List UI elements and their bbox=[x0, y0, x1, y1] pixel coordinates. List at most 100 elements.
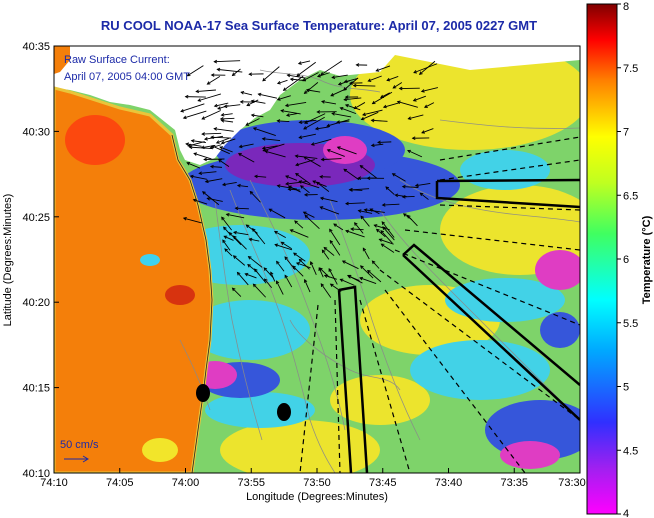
current-vector-head bbox=[407, 116, 412, 120]
current-vector-head bbox=[386, 77, 391, 82]
current-vector-head bbox=[337, 82, 342, 86]
current-vector bbox=[246, 224, 258, 234]
current-vector bbox=[276, 280, 284, 295]
current-vector-head bbox=[294, 220, 298, 224]
current-vector-head bbox=[331, 112, 336, 116]
current-vector-head bbox=[292, 265, 296, 270]
current-vector bbox=[312, 180, 327, 187]
current-vector-head bbox=[343, 168, 348, 173]
current-vector-head bbox=[289, 77, 294, 82]
current-vector-head bbox=[316, 181, 320, 186]
current-vector-head bbox=[187, 143, 192, 148]
x-tick-label: 73:55 bbox=[237, 477, 265, 489]
current-vector-head bbox=[280, 241, 285, 246]
current-vector bbox=[216, 137, 230, 144]
current-scale-label: 50 cm/s bbox=[60, 439, 99, 451]
current-vector bbox=[340, 107, 357, 115]
current-vector bbox=[311, 138, 332, 146]
current-vector bbox=[221, 113, 233, 116]
current-vector-head bbox=[280, 109, 285, 113]
current-vector bbox=[379, 238, 394, 245]
current-vector bbox=[385, 186, 395, 195]
current-vector-head bbox=[248, 237, 253, 242]
current-vector-head bbox=[236, 271, 241, 276]
current-vector bbox=[207, 76, 221, 85]
current-vector bbox=[338, 80, 350, 85]
current-vector bbox=[183, 217, 202, 224]
current-vector-head bbox=[348, 187, 353, 192]
current-vector-head bbox=[392, 85, 397, 89]
current-vector-head bbox=[371, 260, 376, 265]
current-vector bbox=[274, 231, 286, 238]
current-vector-head bbox=[217, 159, 222, 163]
y-tick-label: 40:10 bbox=[22, 468, 50, 480]
current-vector bbox=[333, 223, 344, 231]
current-vector-head bbox=[385, 186, 390, 190]
current-vector-head bbox=[419, 192, 424, 197]
current-vector bbox=[254, 268, 267, 284]
x-tick-label: 74:00 bbox=[172, 477, 200, 489]
current-vector bbox=[321, 101, 337, 105]
y-tick-label: 40:30 bbox=[22, 126, 50, 138]
colorbar-tick-label: 5.5 bbox=[623, 318, 638, 330]
current-vector-head bbox=[344, 103, 349, 108]
current-vector-head bbox=[300, 185, 304, 189]
current-vector bbox=[295, 173, 311, 185]
current-vector bbox=[383, 102, 400, 108]
current-vector-head bbox=[319, 174, 324, 179]
current-vector bbox=[336, 120, 350, 123]
current-vector-head bbox=[296, 73, 301, 77]
current-vector bbox=[277, 79, 288, 84]
current-vector-head bbox=[341, 260, 346, 264]
current-vector-head bbox=[282, 87, 287, 91]
current-vector bbox=[304, 113, 326, 124]
current-vector-head bbox=[201, 116, 206, 120]
current-vector-head bbox=[247, 263, 251, 268]
current-vector bbox=[281, 241, 292, 250]
current-vector-head bbox=[321, 100, 325, 104]
current-vector bbox=[226, 213, 245, 219]
current-vector bbox=[345, 104, 361, 111]
current-vector bbox=[421, 87, 439, 92]
current-vector bbox=[354, 222, 364, 234]
current-vector-head bbox=[254, 268, 258, 273]
current-vector bbox=[362, 109, 383, 116]
current-vector-head bbox=[184, 94, 189, 99]
current-vector bbox=[228, 232, 242, 246]
current-vector bbox=[320, 197, 338, 203]
current-vector-head bbox=[220, 113, 225, 117]
x-tick-label: 74:10 bbox=[40, 477, 68, 489]
current-vector-head bbox=[284, 103, 289, 108]
current-vector-head bbox=[198, 171, 203, 176]
current-vector-head bbox=[363, 208, 368, 212]
current-vector-head bbox=[223, 235, 228, 239]
current-vector bbox=[386, 76, 399, 81]
current-vector bbox=[321, 158, 342, 161]
current-vector-head bbox=[245, 224, 250, 228]
current-vector-head bbox=[418, 71, 423, 75]
station-marker bbox=[277, 403, 291, 421]
current-vector-head bbox=[412, 98, 417, 102]
current-vector bbox=[318, 267, 324, 278]
current-vector bbox=[262, 145, 278, 149]
current-vector bbox=[224, 235, 234, 241]
colorbar-tick-label: 6 bbox=[623, 254, 629, 266]
current-vector-head bbox=[202, 191, 206, 195]
current-vector-head bbox=[303, 90, 308, 95]
current-vector bbox=[344, 97, 362, 101]
current-vector-head bbox=[239, 100, 244, 104]
x-tick-label: 73:35 bbox=[500, 477, 528, 489]
current-vector-head bbox=[216, 67, 221, 72]
current-vector bbox=[340, 278, 355, 286]
map-title: RU COOL NOAA-17 Sea Surface Temperature:… bbox=[100, 18, 538, 33]
current-vector-head bbox=[357, 176, 362, 180]
current-vector bbox=[246, 99, 259, 106]
current-vector bbox=[232, 287, 242, 297]
current-vector bbox=[328, 268, 338, 285]
y-tick-label: 40:20 bbox=[22, 297, 50, 309]
current-vector bbox=[281, 110, 301, 115]
current-vector-head bbox=[333, 223, 337, 227]
current-vector bbox=[299, 259, 310, 270]
x-tick-label: 73:40 bbox=[435, 477, 463, 489]
land-water-patch bbox=[140, 254, 160, 266]
